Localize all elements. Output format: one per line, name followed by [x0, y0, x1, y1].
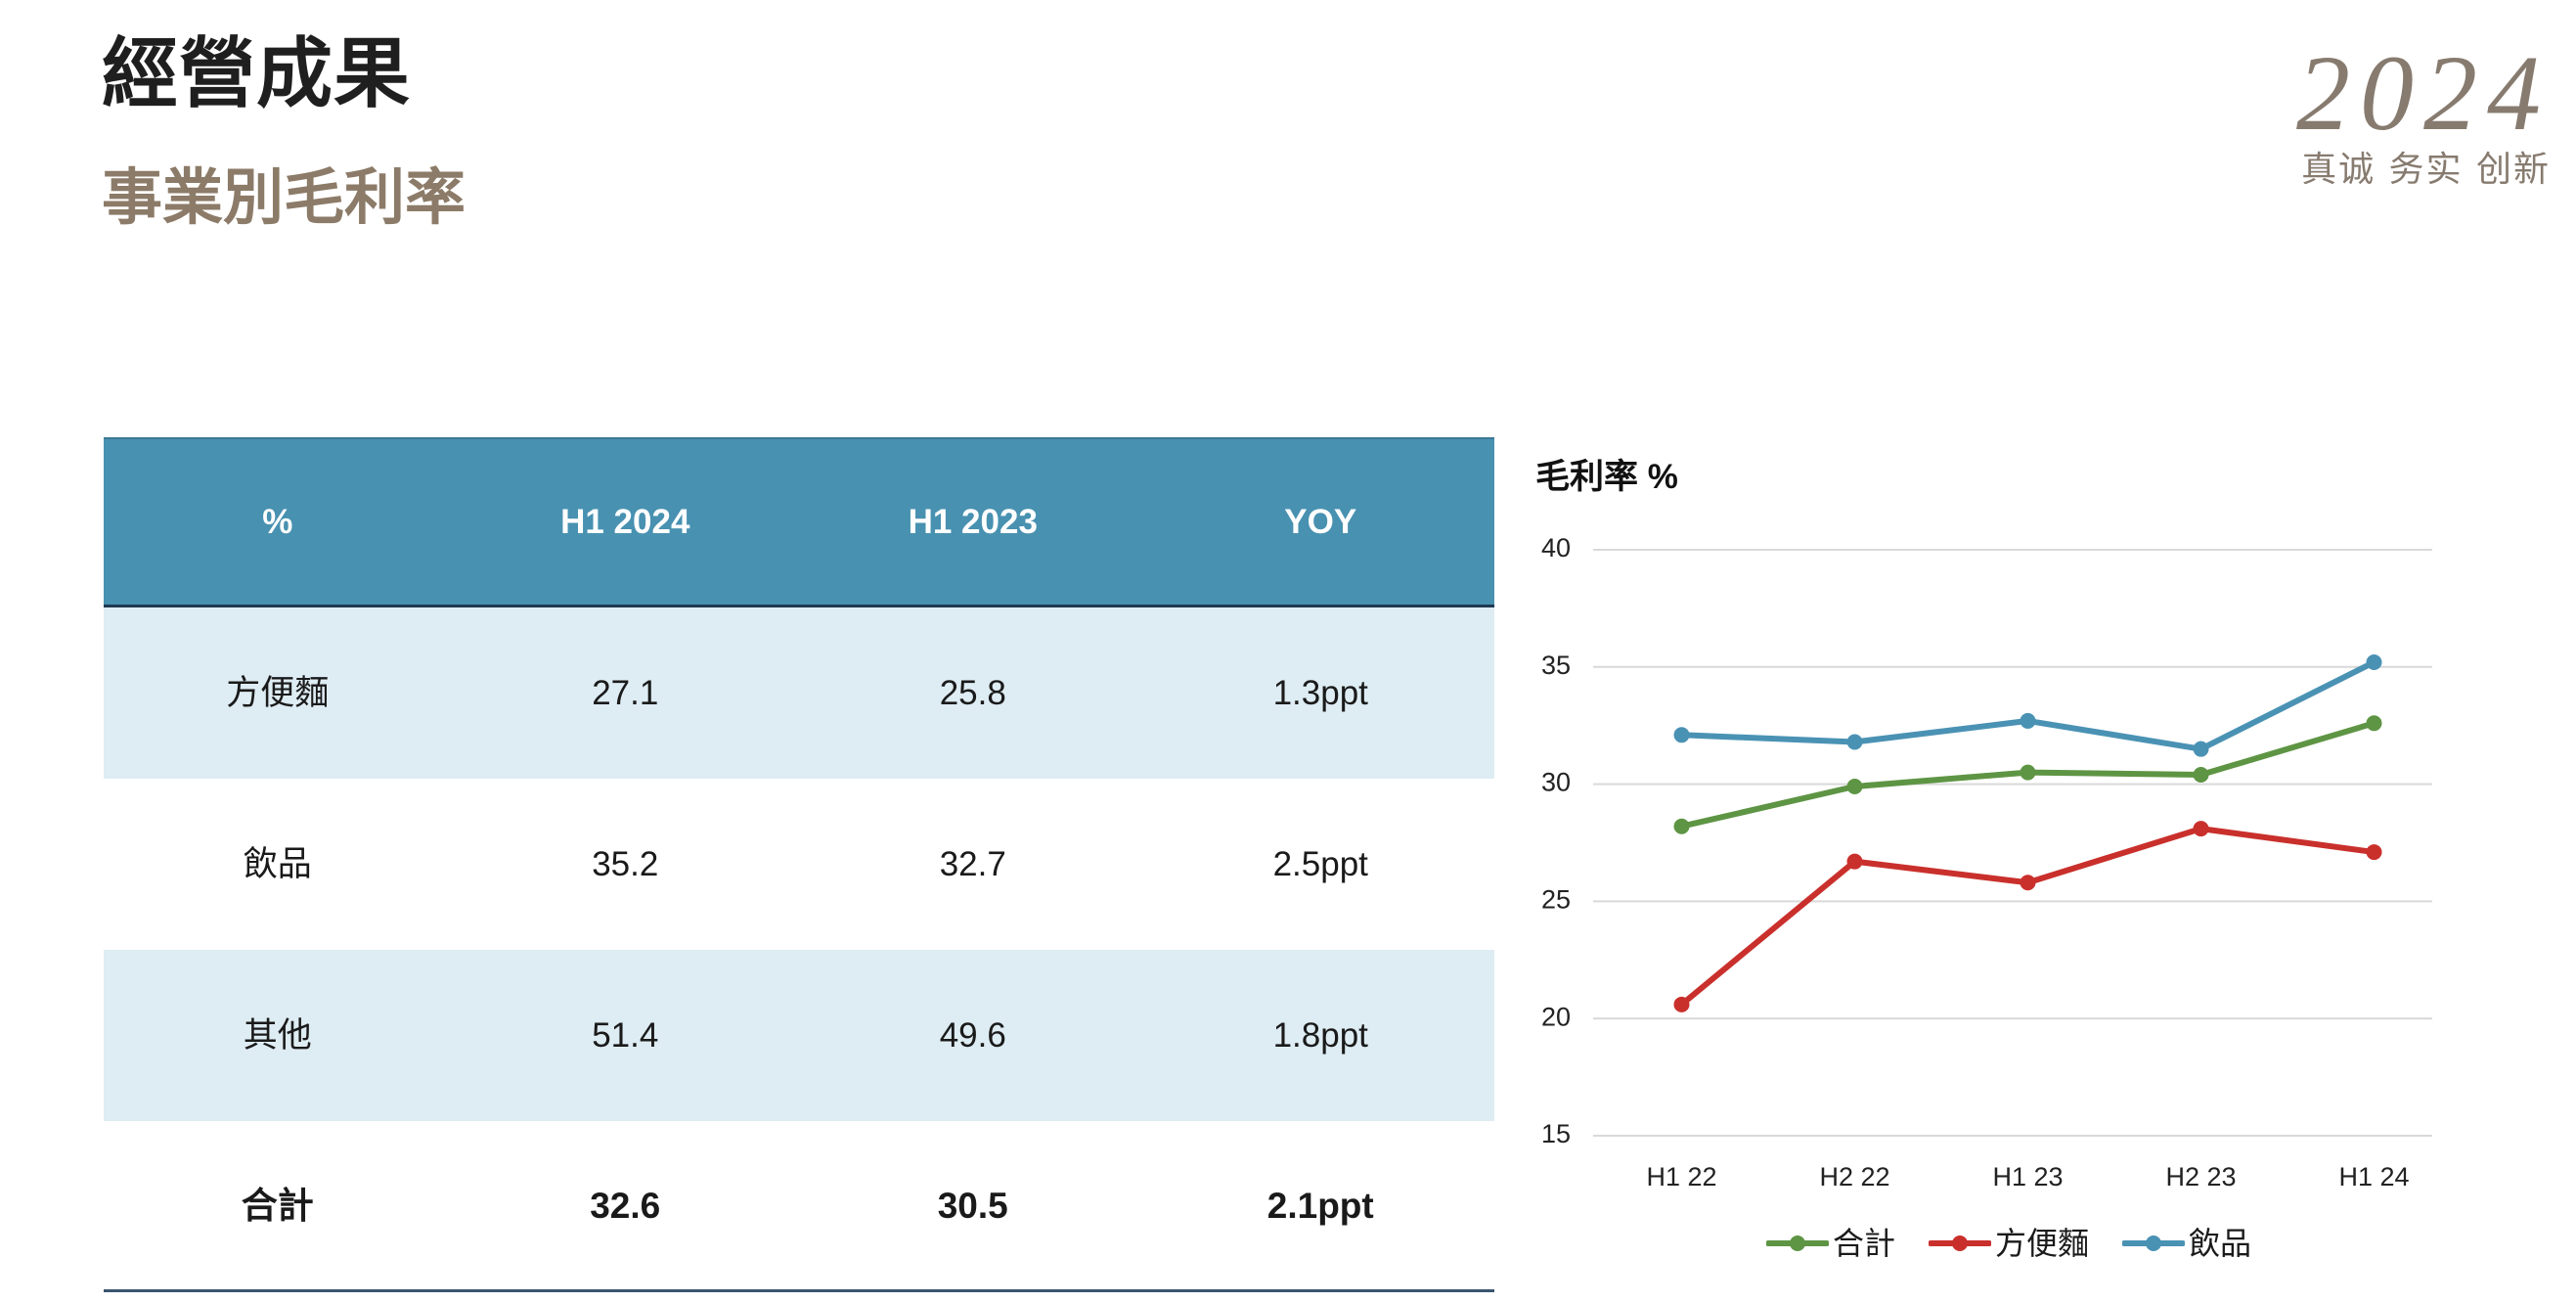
legend-label: 方便麵 — [1995, 1226, 2090, 1261]
table-header-cell: YOY — [1284, 503, 1357, 541]
y-tick-label: 20 — [1541, 1002, 1571, 1031]
data-point — [1673, 727, 1690, 743]
table-cell: 方便麵 — [226, 674, 330, 712]
x-tick-label: H2 23 — [2165, 1162, 2236, 1191]
y-tick-label: 35 — [1541, 651, 1571, 680]
legend-item: 合計 — [1766, 1228, 1895, 1259]
data-point — [2020, 712, 2036, 729]
data-point — [1846, 734, 1863, 750]
table-header-cell: H1 2023 — [908, 503, 1038, 541]
table-header-row: % H1 2024 H1 2023 YOY — [104, 437, 1494, 607]
table-cell: 32.7 — [939, 845, 1006, 883]
table-cell: 49.6 — [939, 1016, 1006, 1055]
table-row: 其他 51.4 49.6 1.8ppt — [104, 950, 1494, 1121]
table-total-row: 合計 32.6 30.5 2.1ppt — [104, 1121, 1494, 1292]
logo-slogan: 真诚 务实 创新 — [2301, 150, 2551, 190]
legend-swatch-dot — [2146, 1236, 2162, 1251]
data-point — [1846, 853, 1863, 870]
x-tick-label: H1 24 — [2338, 1162, 2409, 1191]
x-tick-label: H1 22 — [1646, 1162, 1716, 1191]
chart-title: 毛利率 % — [1535, 458, 1678, 496]
x-tick-label: H2 22 — [1819, 1162, 1889, 1191]
gross-margin-line-chart: 15 20 25 30 35 40 H1 22 H2 22 H1 23 H2 23 H1 24 — [1541, 533, 2432, 1191]
table-cell: 飲品 — [243, 845, 312, 883]
table-cell: 27.1 — [592, 674, 659, 712]
data-point — [2020, 764, 2036, 781]
data-point — [2366, 654, 2382, 671]
logo: 2024 真诚 务实 创新 — [2257, 39, 2551, 188]
legend-swatch-dot — [1790, 1236, 1805, 1251]
table-cell: 其他 — [243, 1016, 312, 1055]
data-point — [1673, 996, 1690, 1012]
y-tick-label: 25 — [1541, 885, 1571, 915]
table-row: 飲品 35.2 32.7 2.5ppt — [104, 779, 1494, 950]
table-cell: 25.8 — [939, 674, 1006, 712]
data-point — [2193, 767, 2209, 784]
table-cell: 32.6 — [590, 1185, 661, 1226]
table-cell: 1.8ppt — [1272, 1016, 1368, 1055]
legend-swatch — [2122, 1236, 2186, 1251]
legend-swatch-dot — [1952, 1236, 1969, 1251]
table-cell: 35.2 — [592, 845, 659, 883]
y-tick-label: 30 — [1541, 768, 1571, 797]
data-point — [1673, 818, 1690, 834]
legend-item: 方便麵 — [1929, 1228, 2089, 1259]
data-point — [2193, 741, 2209, 757]
data-point — [2366, 844, 2382, 861]
table-cell: 2.1ppt — [1266, 1185, 1374, 1226]
x-tick-label: H1 23 — [1992, 1162, 2063, 1191]
gross-margin-table: % H1 2024 H1 2023 YOY 方便麵 27.1 25.8 1.3p… — [104, 437, 1494, 1292]
series-line — [1678, 826, 2377, 1008]
series-line — [1678, 659, 2377, 752]
legend-item: 飲品 — [2122, 1228, 2251, 1259]
page-title: 經營成果 — [102, 30, 412, 116]
chart-legend: 合計 方便麵 飲品 — [1766, 1221, 2251, 1266]
data-point — [2366, 715, 2382, 732]
table-cell: 1.3ppt — [1272, 674, 1368, 712]
y-tick-label: 15 — [1541, 1119, 1571, 1148]
page-subtitle: 事業別毛利率 — [102, 164, 466, 232]
legend-label: 飲品 — [2189, 1226, 2252, 1261]
table-cell: 合計 — [241, 1185, 314, 1226]
legend-label: 合計 — [1833, 1226, 1896, 1261]
data-point — [2020, 875, 2036, 891]
data-point — [1846, 778, 1863, 794]
logo-year: 2024 — [2296, 33, 2551, 153]
table-header-cell: H1 2024 — [560, 503, 690, 541]
table-cell: 51.4 — [592, 1016, 659, 1055]
data-point — [2193, 821, 2209, 837]
table-header-cell: % — [262, 503, 293, 541]
legend-swatch — [1766, 1236, 1829, 1251]
table-cell: 2.5ppt — [1272, 845, 1368, 883]
table-cell: 30.5 — [937, 1185, 1008, 1226]
legend-swatch — [1929, 1236, 1992, 1251]
y-tick-label: 40 — [1541, 533, 1571, 562]
table-row: 方便麵 27.1 25.8 1.3ppt — [104, 607, 1494, 779]
